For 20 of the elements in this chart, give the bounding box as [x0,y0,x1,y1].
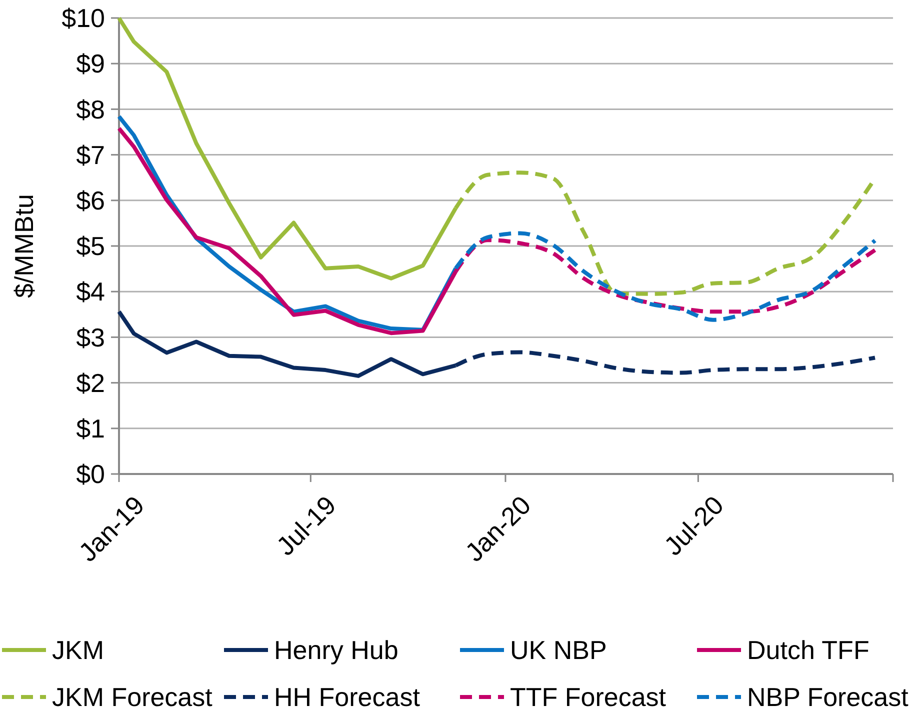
legend-label: UK NBP [510,635,607,666]
y-tick-label: $6 [76,186,105,216]
y-tick-label: $9 [76,48,105,79]
y-tick-label: $3 [76,322,105,352]
legend-label: TTF Forecast [510,682,667,712]
y-axis-title: $/MMBtu [9,194,40,298]
legend-label: Dutch TFF [747,635,870,666]
y-tick-label: $5 [76,231,105,262]
y-tick-label: $2 [76,368,105,398]
legend-label: HH Forecast [274,682,421,712]
y-tick-label: $1 [76,414,105,444]
y-tick-label: $7 [76,140,105,170]
y-tick-label: $10 [62,3,105,34]
legend-label: Henry Hub [274,635,398,666]
legend-label: JKM Forecast [52,682,214,712]
y-tick-label: $0 [76,459,105,490]
legend-label: NBP Forecast [747,682,910,712]
y-tick-label: $8 [76,94,105,124]
legend-label: JKM [52,635,104,666]
y-tick-label: $4 [76,276,105,307]
